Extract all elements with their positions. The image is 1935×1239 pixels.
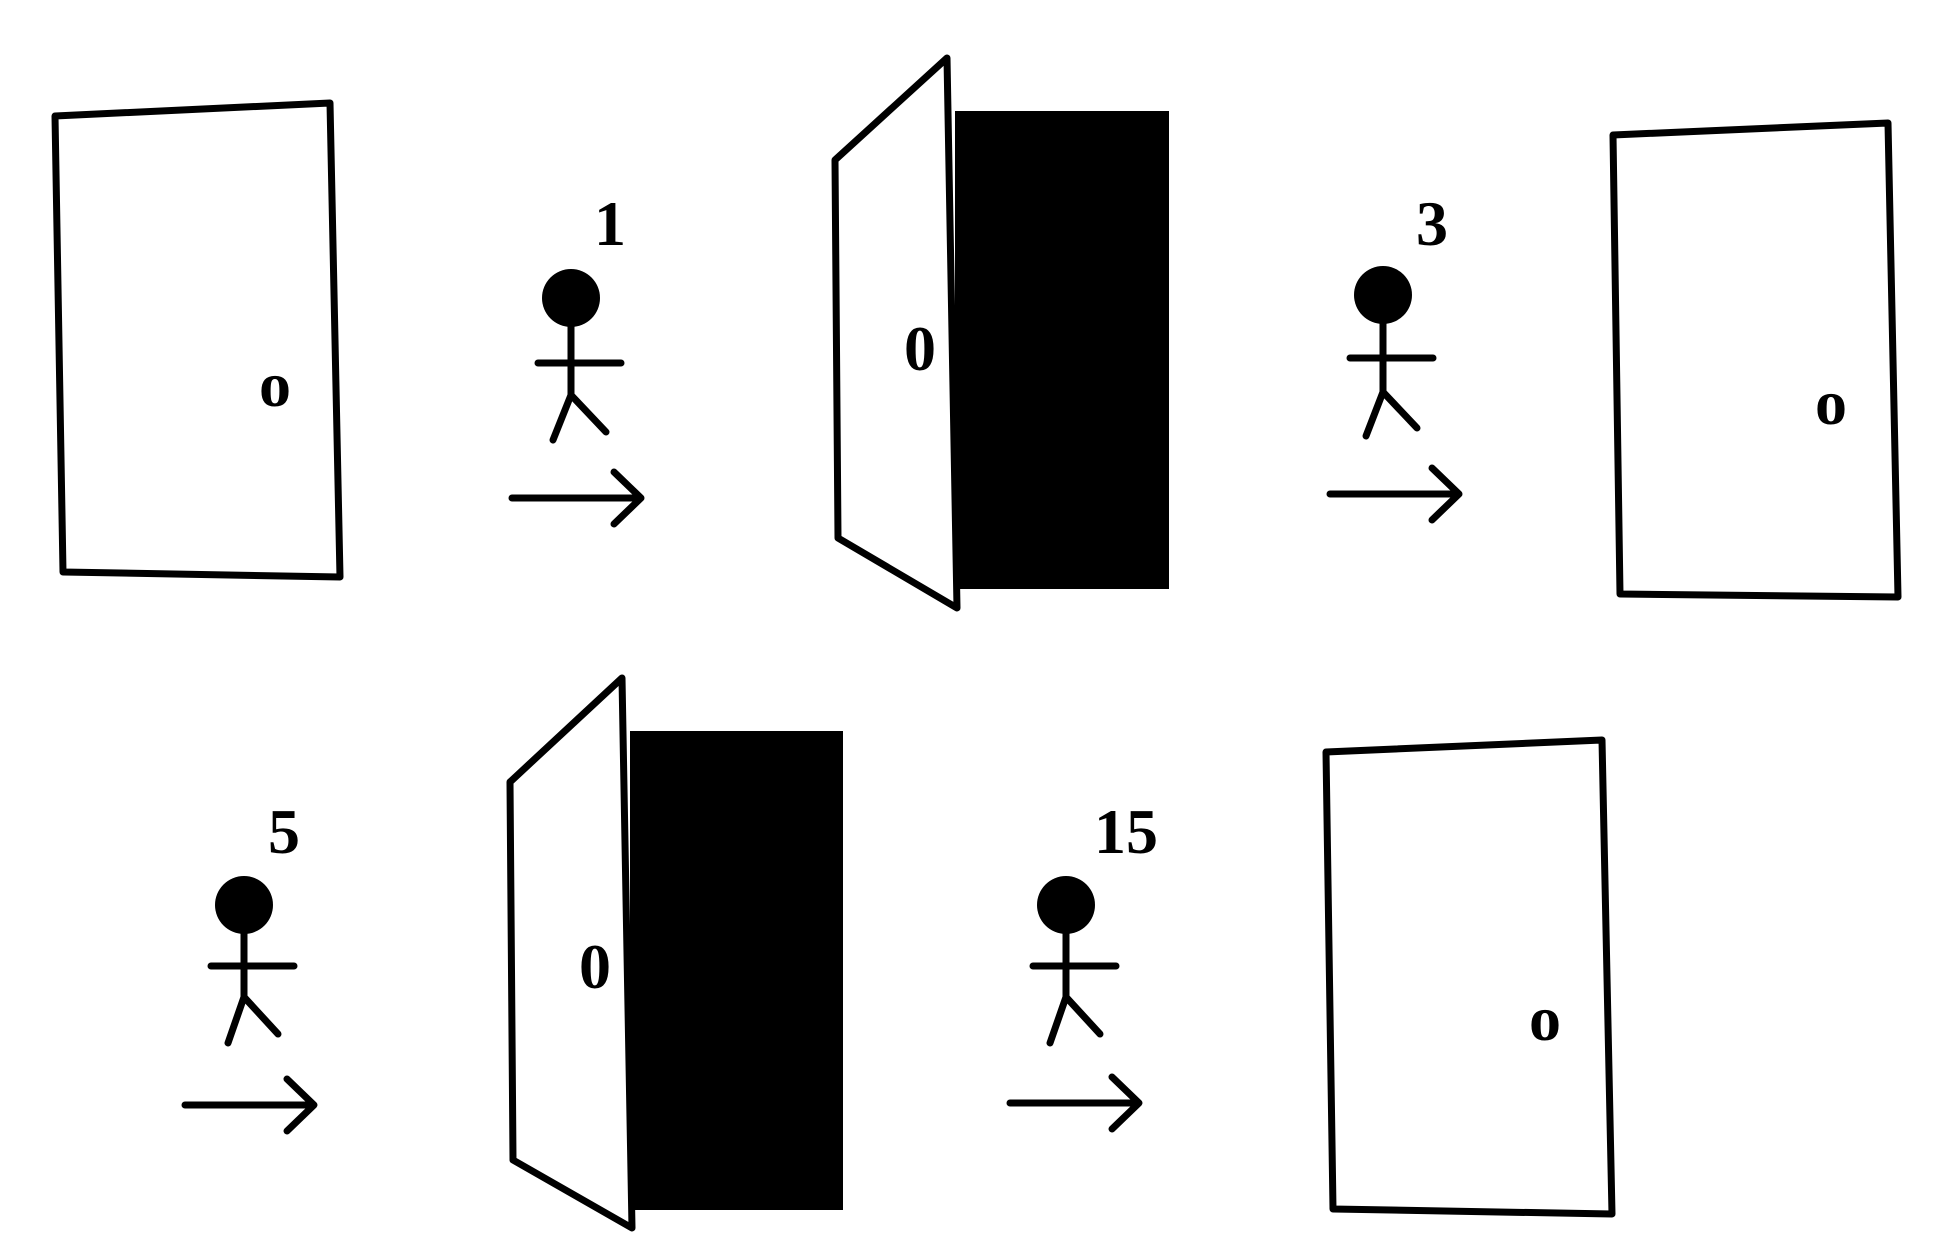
arrow-right-1-icon: [508, 468, 645, 528]
closed-door-3: o: [1322, 736, 1616, 1218]
step-count-1: 1: [594, 188, 626, 259]
stick-figure-3-icon: [1346, 266, 1437, 440]
stick-figure-5-icon: [207, 876, 298, 1047]
step-count-3: 3: [1416, 188, 1448, 259]
person-step-15: 15: [1006, 796, 1158, 1133]
door-knob-3: o: [1815, 367, 1847, 438]
stick-figure-1-icon: [534, 269, 625, 444]
closed-door-1: o: [51, 99, 344, 581]
person-step-1: 1: [508, 188, 645, 528]
stick-figure-15-icon: [1029, 876, 1120, 1047]
closed-door-2: o: [1609, 119, 1902, 601]
door-knob-4: 0: [579, 931, 611, 1002]
step-count-15: 15: [1094, 796, 1158, 867]
step-count-5: 5: [268, 796, 300, 867]
door-knob-1: o: [259, 349, 291, 420]
arrow-right-3-icon: [1326, 464, 1463, 524]
arrow-right-15-icon: [1006, 1073, 1143, 1133]
open-door-1: 0: [831, 54, 1169, 612]
open-door-2: 0: [506, 674, 843, 1232]
person-step-3: 3: [1326, 188, 1463, 524]
door-knob-2: 0: [904, 313, 936, 384]
door-knob-5: o: [1529, 983, 1561, 1054]
arrow-right-5-icon: [181, 1075, 318, 1135]
person-step-5: 5: [181, 796, 318, 1135]
